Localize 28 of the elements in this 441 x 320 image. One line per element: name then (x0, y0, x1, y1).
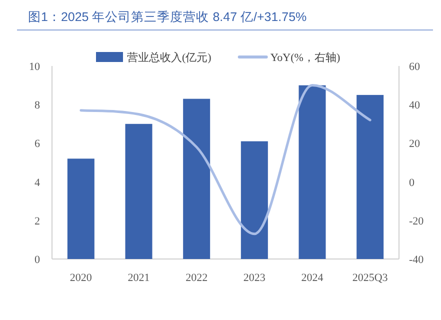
bar (183, 98, 210, 259)
bar (125, 124, 152, 259)
y-tick-label: 4 (34, 176, 40, 189)
y-tick-label: 0 (34, 254, 40, 266)
chart-title: 图1：2025 年公司第三季度营收 8.47 亿/+31.75% (28, 9, 307, 24)
y2-tick-label: 40 (409, 100, 420, 112)
x-tick-label: 2022 (186, 272, 208, 284)
y-tick-label: 10 (29, 61, 40, 73)
y2-tick-label: -20 (409, 215, 424, 228)
bar (240, 141, 268, 259)
y2-tick-label: 0 (409, 176, 415, 189)
y-tick-label: 8 (34, 100, 40, 112)
y2-tick-label: 60 (409, 61, 420, 73)
line-series (80, 84, 372, 236)
x-tick-label: 2020 (70, 272, 92, 284)
y2-tick-label: -40 (409, 254, 424, 266)
legend-label: 营业总收入(亿元) (127, 51, 212, 64)
bar (356, 94, 384, 259)
x-tick-label: 2023 (243, 272, 266, 284)
y2-tick-label: 20 (409, 138, 420, 150)
x-tick-label: 2021 (128, 272, 150, 284)
legend-label: YoY(%，右轴) (270, 51, 340, 64)
y-tick-label: 2 (34, 215, 40, 228)
bar (67, 158, 94, 259)
y-tick-label: 6 (34, 138, 40, 150)
x-tick-label: 2025Q3 (352, 272, 388, 284)
x-tick-label: 2024 (301, 272, 324, 284)
bar (298, 85, 326, 259)
